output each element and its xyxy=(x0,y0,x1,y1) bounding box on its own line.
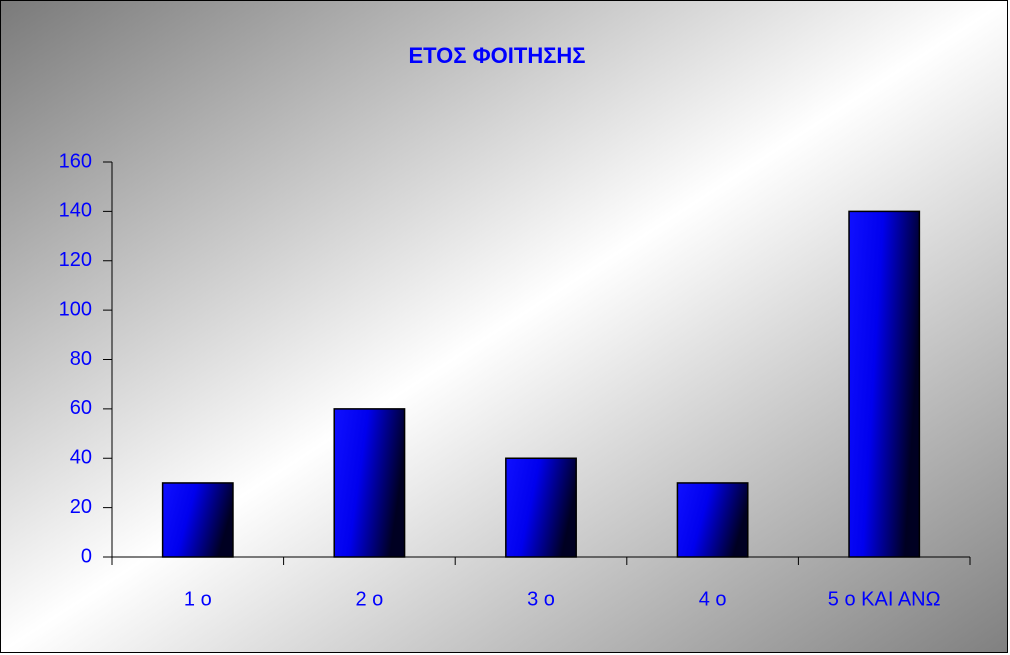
y-tick-label: 20 xyxy=(70,496,92,518)
chart-title: ΕΤΟΣ ΦΟΙΤΗΣΗΣ xyxy=(408,43,585,68)
x-tick-label: 2 ο xyxy=(355,588,383,610)
bar xyxy=(333,408,406,558)
y-tick-label: 120 xyxy=(59,249,92,271)
y-tick-label: 0 xyxy=(81,545,92,567)
x-tick-label: 3 ο xyxy=(527,588,555,610)
bar xyxy=(848,210,921,558)
x-tick-label: 1 ο xyxy=(184,588,212,610)
y-tick-label: 60 xyxy=(70,397,92,419)
bar xyxy=(505,457,577,558)
y-tick-label: 80 xyxy=(70,348,92,370)
y-tick-label: 40 xyxy=(70,447,92,469)
bar xyxy=(161,482,234,558)
y-tick-label: 160 xyxy=(59,150,92,172)
y-tick-label: 100 xyxy=(59,298,92,320)
x-tick-label: 4 ο xyxy=(699,588,727,610)
bar xyxy=(676,482,749,558)
x-tick-label: 5 ο ΚΑΙ ΑΝΩ xyxy=(828,588,941,610)
y-tick-label: 140 xyxy=(59,200,92,222)
